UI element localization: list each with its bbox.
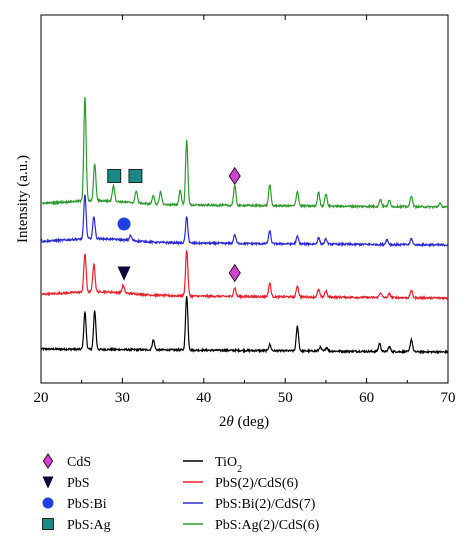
phase-markers: [107, 166, 241, 283]
legend-series-label: PbS(2)/CdS(6): [215, 476, 299, 491]
phase-marker-pbs: [117, 266, 131, 281]
legend-series-name: TiO: [215, 455, 237, 470]
legend-label: CdS: [67, 455, 91, 470]
x-axis-title-suffix: (deg): [234, 414, 269, 430]
x-tick-label: 40: [196, 390, 211, 406]
x-tick-label: 60: [359, 390, 374, 406]
x-axis-ticks: 20 30 40 50 60 70: [34, 15, 456, 406]
phase-marker-cds: [228, 166, 241, 186]
phase-marker-cds: [228, 263, 241, 283]
series-layer: [40, 97, 449, 355]
legend-symbol-pbs-ag: [42, 518, 54, 530]
x-axis-title-symbol: θ: [226, 414, 234, 430]
legend-symbol-pbs-bi: [42, 497, 54, 509]
legend-series-label: PbS:Ag(2)/CdS(6): [215, 518, 320, 533]
phase-marker-pbs-bi: [117, 217, 131, 231]
plot-frame: [40, 14, 449, 384]
x-tick-label: 50: [278, 390, 293, 406]
legend-series-name: PbS:Ag(2)/CdS(6): [215, 518, 320, 533]
legend-label: PbS: [67, 476, 90, 491]
phase-marker-pbs-ag: [128, 169, 143, 183]
marker-legend: CdS PbS PbS:Bi PbS:Ag: [42, 453, 111, 533]
legend-series-name: PbS:Bi(2)/CdS(7): [215, 497, 316, 512]
series-line: [40, 194, 449, 248]
x-tick-label: 30: [115, 390, 130, 406]
legend-series-subscript: 2: [237, 464, 242, 475]
legend-series-label: PbS:Bi(2)/CdS(7): [215, 497, 316, 512]
phase-marker-pbs-ag: [107, 169, 122, 183]
legend-series-name: PbS(2)/CdS(6): [215, 476, 299, 491]
legend-series-label: TiO2: [215, 455, 242, 475]
series-line: [40, 97, 449, 210]
legend-symbol-cds: [42, 453, 54, 469]
series-line: [40, 250, 449, 301]
y-axis-title: Intensity (a.u.): [15, 155, 31, 243]
x-tick-label: 70: [441, 390, 456, 406]
legend-label: PbS:Ag: [67, 518, 111, 533]
legend-label: PbS:Bi: [67, 497, 107, 512]
legend-symbol-pbs: [42, 476, 54, 489]
x-axis-title-prefix: 2: [219, 414, 227, 430]
x-tick-label: 20: [34, 390, 49, 406]
x-axis-title: 2θ (deg): [219, 414, 269, 430]
series-line: [40, 296, 449, 355]
